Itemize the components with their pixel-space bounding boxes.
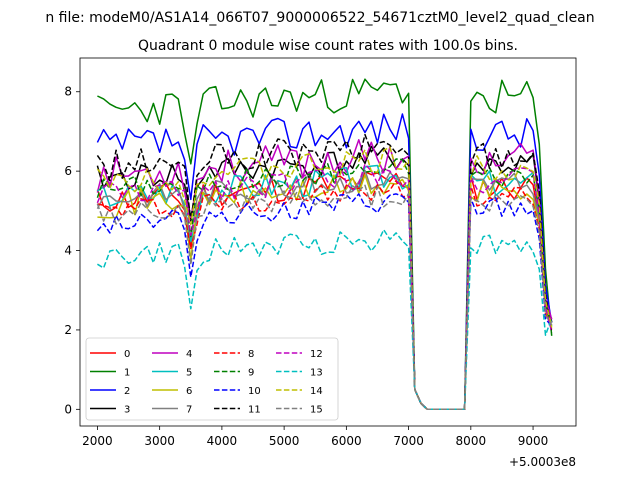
legend-label: 14 [310,386,323,397]
legend-label: 13 [310,368,323,379]
legend-label: 1 [124,368,130,379]
legend-label: 10 [248,386,261,397]
x-tick-label: 9000 [518,434,549,448]
plot-frame [79,57,577,427]
series-line-8 [97,179,553,411]
x-axis: 2000 3000 4000 5000 6000 7000 8000 9000 [82,426,548,448]
series-line-11 [96,133,553,411]
y-tick-label: 4 [64,244,72,258]
legend-label: 3 [124,405,130,416]
series-line-10 [96,193,553,411]
legend-label: 0 [124,349,130,360]
chart-title: Quadrant 0 module wise count rates with … [138,38,518,54]
y-tick-label: 8 [64,85,72,99]
legend-label: 4 [186,349,192,360]
x-tick-label: 8000 [456,434,487,448]
x-tick-label: 3000 [144,434,175,448]
x-tick-label: 6000 [331,434,362,448]
y-axis: 0 2 4 6 8 [64,85,80,416]
legend-box [85,337,339,421]
x-tick-label: 4000 [207,434,238,448]
series-line-15 [96,184,553,411]
chart-suptitle: n file: modeM0/AS1A14_066T07_9000006522_… [45,10,594,26]
legend-label: 12 [310,349,323,360]
legend-label: 5 [186,368,192,379]
x-tick-label: 5000 [269,434,300,448]
series-line-7 [96,169,553,411]
legend-label: 2 [124,386,130,397]
y-tick-label: 0 [64,402,72,416]
legend-label: 15 [310,405,323,416]
legend-label: 6 [186,386,192,397]
series-line-2 [96,113,553,411]
legend-label: 11 [248,405,261,416]
series-line-14 [96,146,553,411]
x-tick-label: 2000 [82,434,113,448]
series-line-13 [97,228,553,411]
series-line-12 [96,163,553,411]
series-layer [96,78,553,411]
series-line-1 [97,78,553,411]
series-line-0 [96,171,553,411]
series-line-9 [96,158,553,411]
legend-label: 8 [248,349,254,360]
x-offset-label: +5.0003e8 [509,455,576,469]
legend-label: 9 [248,368,254,379]
y-tick-label: 2 [64,323,72,337]
x-tick-label: 7000 [393,434,424,448]
series-line-4 [96,139,553,411]
legend-label: 7 [186,405,192,416]
y-tick-label: 6 [64,164,72,178]
series-line-3 [96,145,553,411]
